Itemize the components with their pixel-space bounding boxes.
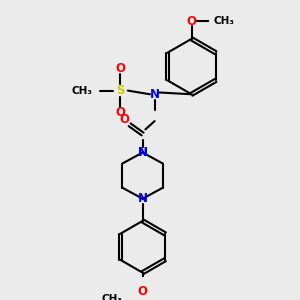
Text: O: O <box>138 285 148 298</box>
Text: CH₃: CH₃ <box>101 293 122 300</box>
Text: N: N <box>138 146 148 159</box>
Text: O: O <box>116 62 125 75</box>
Text: O: O <box>119 113 129 126</box>
Text: N: N <box>138 192 148 205</box>
Text: N: N <box>138 146 148 159</box>
Text: O: O <box>187 15 196 28</box>
Text: S: S <box>116 84 125 97</box>
Text: CH₃: CH₃ <box>72 85 93 96</box>
Text: CH₃: CH₃ <box>214 16 235 26</box>
Text: O: O <box>116 106 125 119</box>
Text: N: N <box>150 88 160 101</box>
